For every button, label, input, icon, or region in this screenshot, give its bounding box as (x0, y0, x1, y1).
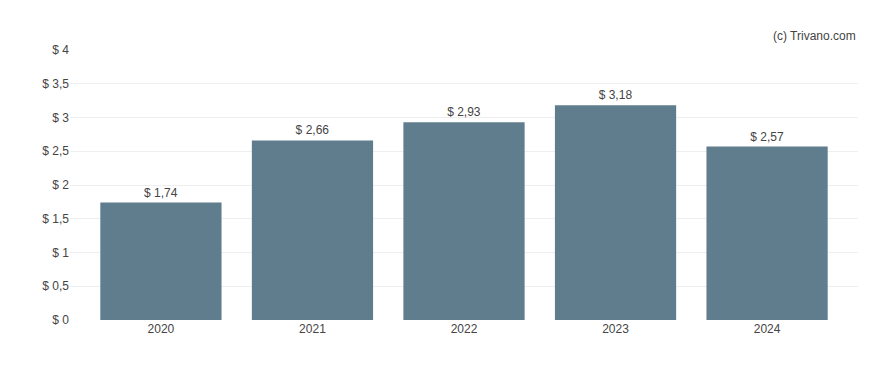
svg-text:2021: 2021 (299, 322, 326, 336)
svg-text:2024: 2024 (754, 322, 781, 336)
svg-text:2020: 2020 (148, 322, 175, 336)
svg-text:$ 1: $ 1 (52, 246, 69, 260)
svg-text:$ 3,5: $ 3,5 (42, 77, 69, 91)
svg-text:$ 2: $ 2 (52, 178, 69, 192)
svg-text:$ 2,66: $ 2,66 (296, 123, 330, 137)
svg-text:2023: 2023 (602, 322, 629, 336)
svg-text:$ 0: $ 0 (52, 313, 69, 327)
svg-text:(c) Trivano.com: (c) Trivano.com (773, 29, 856, 43)
svg-text:$ 1,74: $ 1,74 (144, 186, 178, 200)
svg-text:$ 1,5: $ 1,5 (42, 212, 69, 226)
svg-text:$ 3,18: $ 3,18 (599, 88, 633, 102)
svg-text:$ 0,5: $ 0,5 (42, 279, 69, 293)
svg-text:2022: 2022 (451, 322, 478, 336)
svg-text:$ 3: $ 3 (52, 111, 69, 125)
svg-text:$ 2,93: $ 2,93 (447, 105, 481, 119)
svg-text:$ 2,57: $ 2,57 (750, 130, 784, 144)
svg-text:$ 2,5: $ 2,5 (42, 144, 69, 158)
svg-text:$ 4: $ 4 (52, 43, 69, 57)
